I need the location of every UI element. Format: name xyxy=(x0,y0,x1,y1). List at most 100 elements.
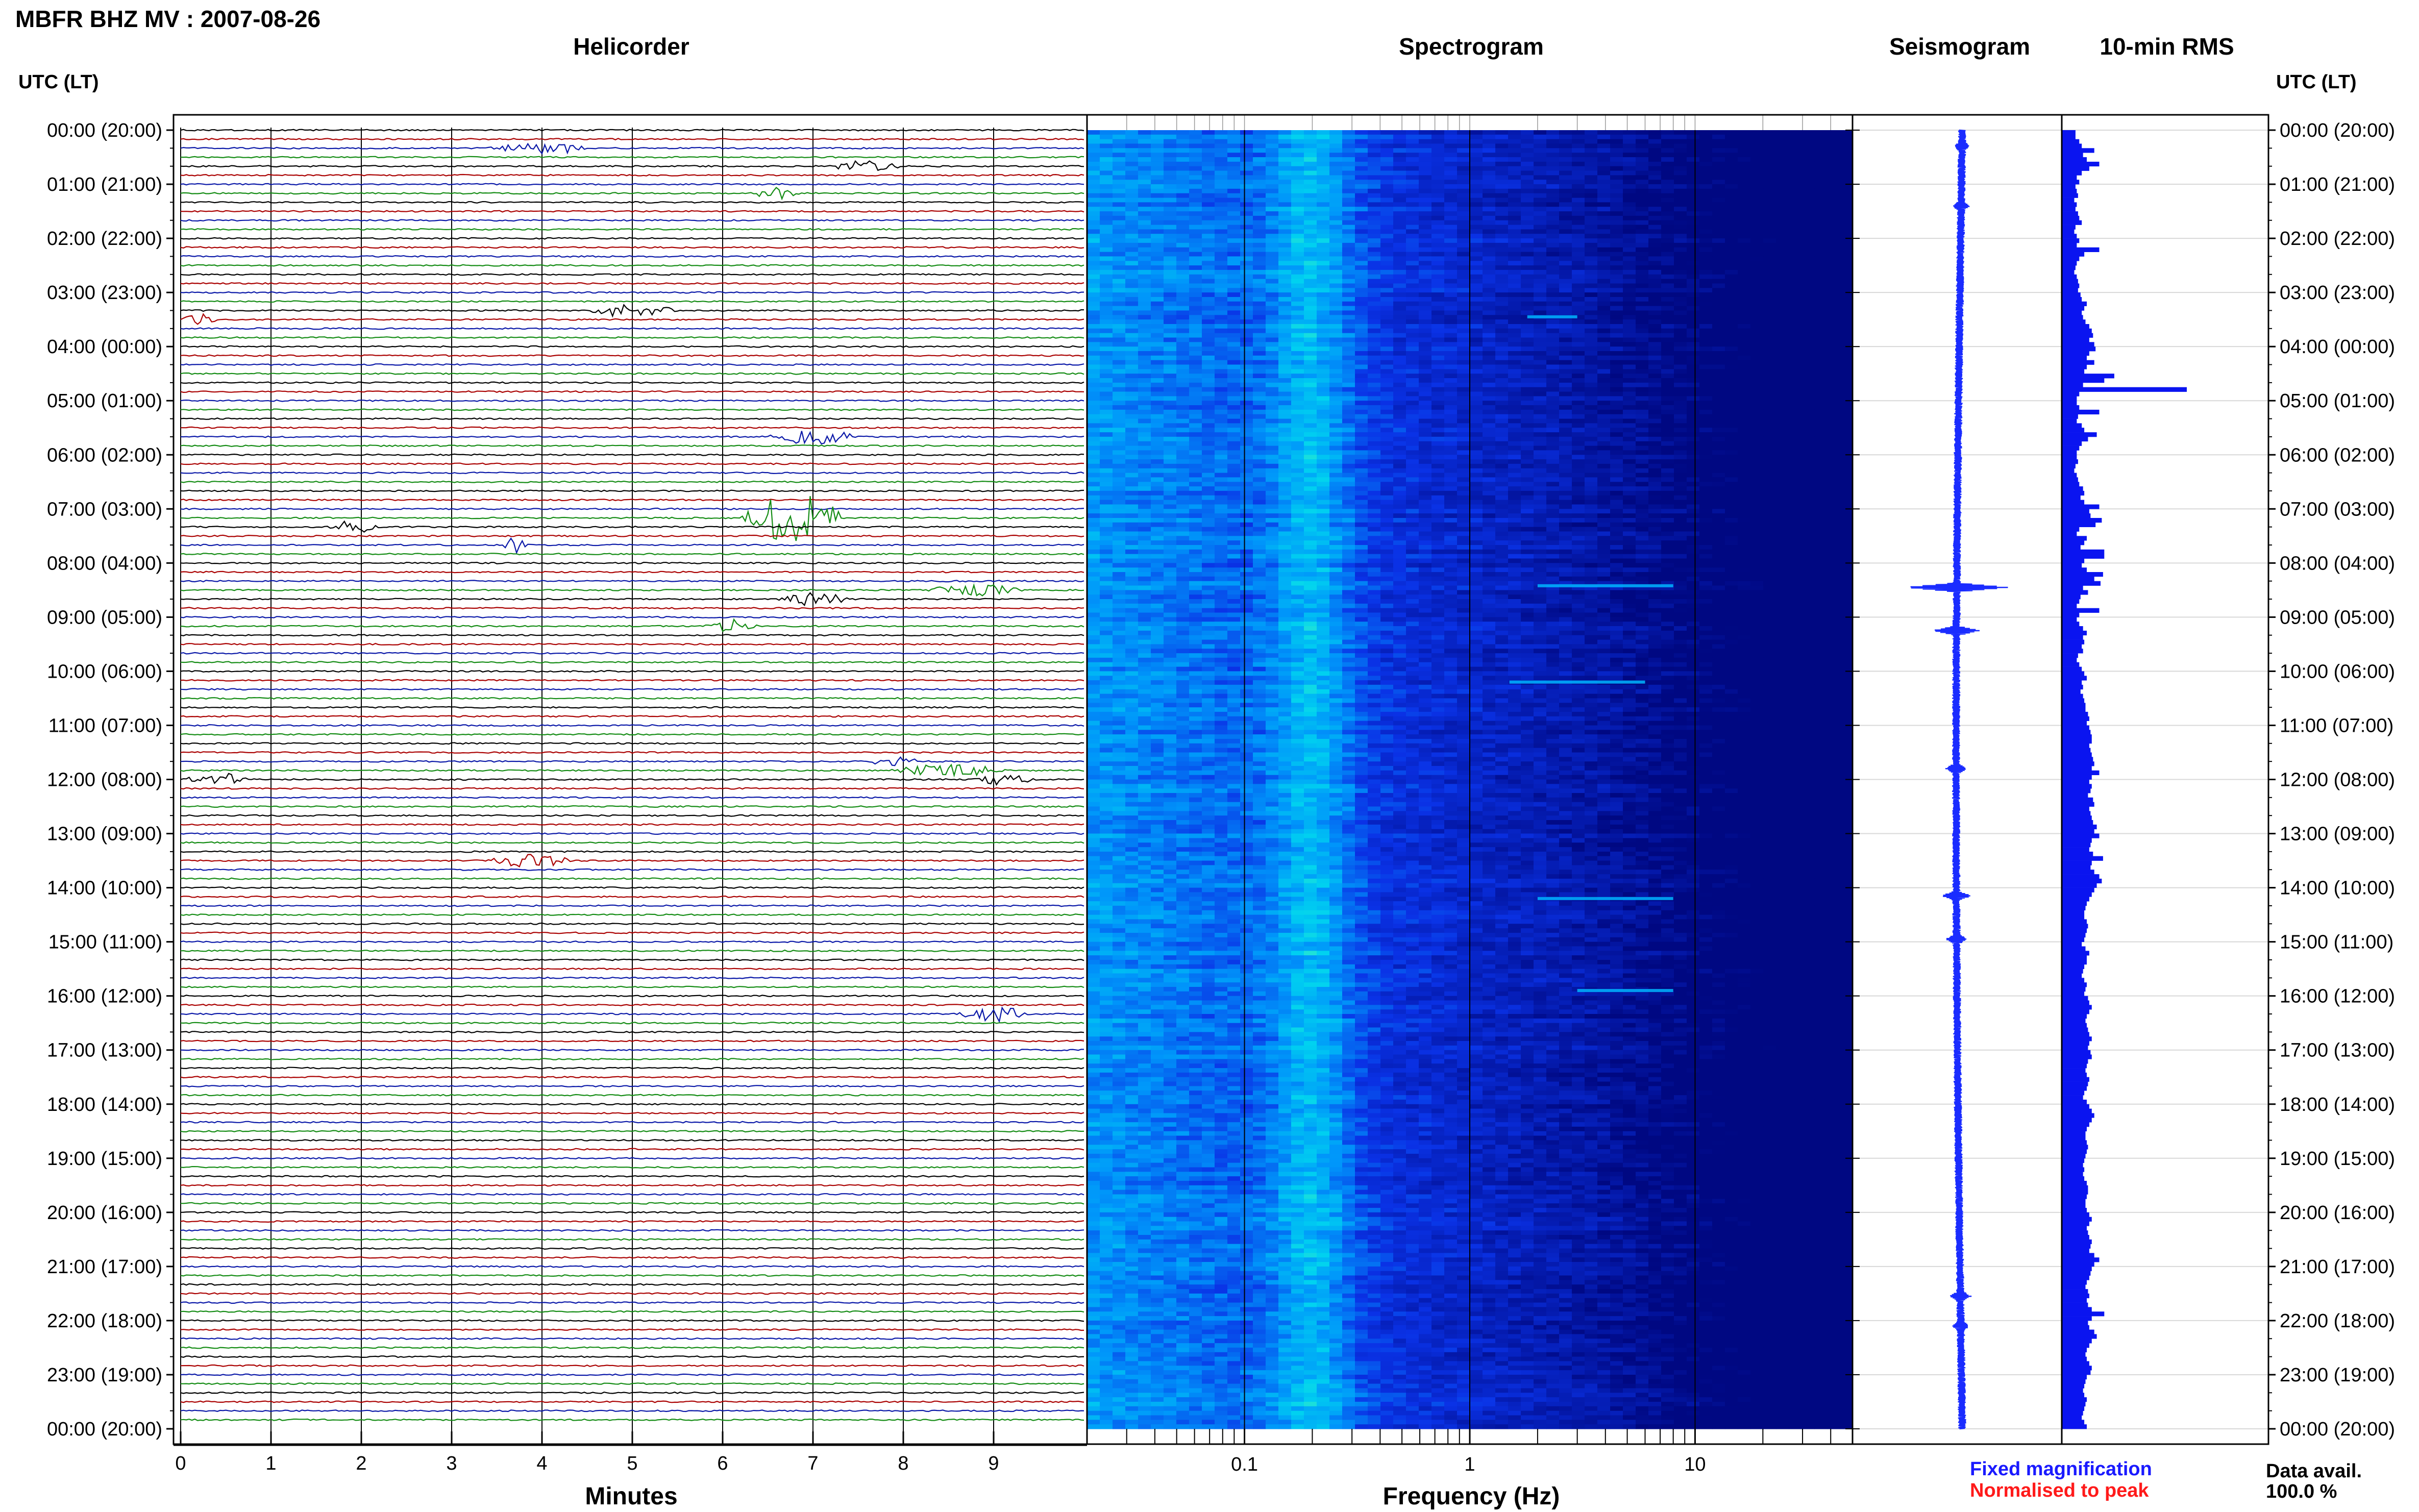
rms-bar xyxy=(2062,175,2077,180)
rms-bar xyxy=(2062,856,2103,861)
helicorder-x-tick-label: 5 xyxy=(627,1453,637,1474)
rms-bar xyxy=(2062,1230,2088,1235)
rms-bar xyxy=(2062,1005,2092,1009)
helicorder-x-tick-label: 7 xyxy=(807,1453,818,1474)
rms-bar xyxy=(2062,238,2079,243)
rms-bar xyxy=(2062,184,2076,189)
rms-bar xyxy=(2062,523,2095,527)
rms-bar xyxy=(2062,1158,2084,1163)
helicorder-x-label: Minutes xyxy=(585,1482,677,1510)
rms-bar xyxy=(2062,284,2079,288)
right-time-label: 07:00 (03:00) xyxy=(2280,499,2395,520)
rms-bar xyxy=(2062,698,2084,703)
rms-bar xyxy=(2062,1055,2092,1059)
rms-bar xyxy=(2062,901,2087,906)
rms-bar xyxy=(2062,1172,2083,1176)
rms-bar xyxy=(2062,261,2077,265)
rms-bar xyxy=(2062,1090,2084,1095)
rms-bar xyxy=(2062,784,2092,788)
rms-bar xyxy=(2062,1370,2090,1375)
rms-bar xyxy=(2062,798,2093,802)
rms-bar xyxy=(2062,915,2084,920)
rms-bar xyxy=(2062,1271,2090,1276)
rms-bar xyxy=(2062,852,2093,856)
rms-bar xyxy=(2062,148,2094,153)
right-time-label: 14:00 (10:00) xyxy=(2280,878,2395,899)
rms-bar xyxy=(2062,1303,2088,1307)
rms-bar xyxy=(2062,1068,2086,1073)
rms-bar xyxy=(2062,1217,2092,1222)
rms-bar xyxy=(2062,333,2093,338)
spectrogram-bright-line xyxy=(1577,989,1673,992)
rms-bar xyxy=(2062,1420,2084,1424)
rms-bar xyxy=(2062,771,2100,775)
rms-bar xyxy=(2062,351,2089,356)
rms-bar xyxy=(2062,1244,2090,1249)
rms-bar xyxy=(2062,446,2079,451)
rms-bar xyxy=(2062,1375,2087,1379)
rms-bar xyxy=(2062,1100,2087,1104)
rms-bar xyxy=(2062,730,2090,734)
right-time-label: 09:00 (05:00) xyxy=(2280,607,2395,628)
rms-bar xyxy=(2062,130,2076,135)
rms-bar xyxy=(2062,649,2083,653)
rms-bar xyxy=(2062,743,2089,748)
rms-bar xyxy=(2062,473,2077,478)
rms-bar xyxy=(2062,667,2082,672)
rms-bar xyxy=(2062,662,2079,667)
rms-bar xyxy=(2062,1284,2086,1289)
left-time-label: 17:00 (13:00) xyxy=(47,1040,162,1061)
rms-bar xyxy=(2062,631,2087,635)
rms-bar xyxy=(2062,635,2083,640)
rms-bar xyxy=(2062,825,2097,829)
rms-bar xyxy=(2062,234,2077,238)
helicorder-x-tick-label: 9 xyxy=(988,1453,999,1474)
rms-bar xyxy=(2062,581,2101,586)
rms-bar xyxy=(2062,811,2090,815)
rms-bar xyxy=(2062,1001,2089,1005)
rms-bar xyxy=(2062,144,2082,148)
rms-bar xyxy=(2062,1163,2083,1168)
rms-bar xyxy=(2062,374,2114,378)
rms-bar xyxy=(2062,1185,2088,1190)
rms-bar xyxy=(2062,202,2077,207)
rms-bar xyxy=(2062,1181,2087,1185)
rms-bar xyxy=(2062,383,2083,387)
left-time-label: 10:00 (06:00) xyxy=(47,661,162,682)
rms-bar xyxy=(2062,1122,2089,1127)
right-time-label: 22:00 (18:00) xyxy=(2280,1310,2395,1332)
left-time-label: 04:00 (00:00) xyxy=(47,336,162,358)
rms-bar xyxy=(2062,428,2084,432)
rms-bar xyxy=(2062,1298,2087,1303)
rms-bar xyxy=(2062,135,2076,139)
rms-bar xyxy=(2062,346,2095,351)
rms-bar xyxy=(2062,1168,2084,1172)
rms-bar xyxy=(2062,712,2088,716)
rms-bar xyxy=(2062,671,2084,676)
rms-bar xyxy=(2062,153,2083,157)
rms-bar xyxy=(2062,1176,2084,1181)
helicorder-x-tick-label: 6 xyxy=(717,1453,728,1474)
rms-bar xyxy=(2062,924,2088,928)
rms-bar xyxy=(2062,1009,2089,1014)
rms-bar xyxy=(2062,509,2089,513)
rms-bar xyxy=(2062,658,2077,662)
right-time-label: 02:00 (22:00) xyxy=(2280,228,2395,250)
rms-bar xyxy=(2062,572,2103,577)
rms-bar xyxy=(2062,1384,2084,1389)
rms-bar xyxy=(2062,1140,2087,1145)
rms-bar xyxy=(2062,1289,2088,1294)
rms-bar xyxy=(2062,1406,2084,1411)
rms-bar xyxy=(2062,1050,2090,1055)
rms-bar xyxy=(2062,356,2087,360)
rms-bar xyxy=(2062,964,2084,969)
rms-bar xyxy=(2062,726,2089,730)
rms-bar xyxy=(2062,1222,2089,1226)
rms-bar xyxy=(2062,676,2087,680)
rms-bar xyxy=(2062,1127,2087,1131)
rms-bar xyxy=(2062,1379,2086,1384)
rms-bar xyxy=(2062,739,2092,743)
rms-bar xyxy=(2062,586,2083,590)
rms-bar xyxy=(2062,721,2087,726)
